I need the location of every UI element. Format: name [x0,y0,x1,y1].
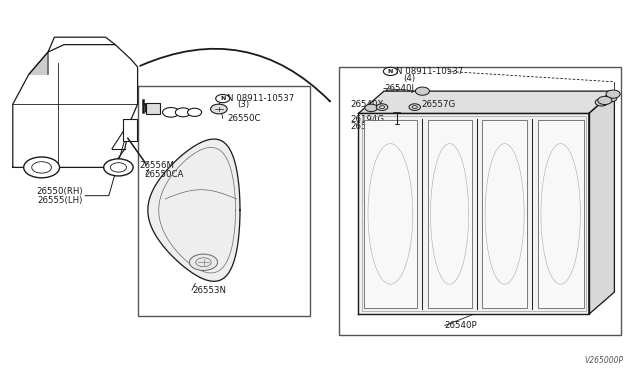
Circle shape [163,108,179,117]
Circle shape [175,108,191,117]
Circle shape [604,94,617,102]
Bar [138,86,310,316]
Circle shape [189,254,218,270]
Circle shape [376,104,388,110]
Text: N 08911-10537: N 08911-10537 [396,67,463,76]
Circle shape [415,87,429,95]
Text: 26540J: 26540J [384,84,414,93]
Bar [364,120,417,308]
Text: N: N [388,69,393,74]
Text: 26550CA: 26550CA [144,170,184,179]
Polygon shape [148,139,240,281]
Circle shape [216,94,230,103]
Text: (3): (3) [237,100,249,109]
Polygon shape [358,113,589,314]
Circle shape [104,159,133,176]
Text: 26550C: 26550C [227,114,260,123]
Circle shape [383,67,397,76]
Text: 26550(RH): 26550(RH) [36,187,83,196]
Bar [482,120,527,308]
Circle shape [188,108,202,116]
Text: 26553N: 26553N [192,286,226,295]
Bar [123,119,137,141]
Polygon shape [358,91,614,113]
Circle shape [606,90,620,98]
Bar [538,120,584,308]
Circle shape [409,104,420,110]
Bar [146,103,160,114]
Circle shape [598,96,612,105]
Circle shape [211,104,227,114]
Polygon shape [29,52,48,74]
Circle shape [365,104,378,112]
Text: N: N [220,96,225,101]
Text: 26540P: 26540P [445,321,477,330]
Bar [362,116,586,311]
Text: 26194G: 26194G [351,115,385,124]
Text: 26543M: 26543M [351,122,386,131]
Bar [339,67,621,335]
Text: N 08911-10537: N 08911-10537 [227,94,294,103]
Polygon shape [589,91,614,314]
Bar [428,120,472,308]
Circle shape [32,162,51,173]
Text: 26555(LH): 26555(LH) [38,196,83,205]
Text: (4): (4) [403,74,415,83]
Text: 26557G: 26557G [421,100,456,109]
Circle shape [110,163,127,172]
Text: V265000P: V265000P [585,356,624,365]
Text: 26556M: 26556M [140,161,175,170]
Circle shape [595,99,608,106]
Circle shape [24,157,60,178]
Text: 26540X: 26540X [351,100,384,109]
